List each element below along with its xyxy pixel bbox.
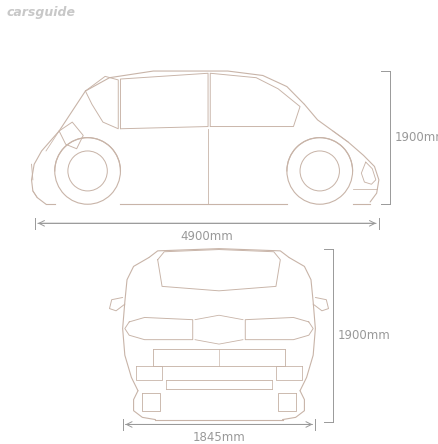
Text: 1900mm: 1900mm — [394, 131, 438, 144]
Text: carsguide: carsguide — [7, 5, 76, 19]
Text: 4900mm: 4900mm — [180, 230, 233, 242]
Text: 1845mm: 1845mm — [193, 431, 245, 444]
Text: 1900mm: 1900mm — [337, 329, 390, 342]
